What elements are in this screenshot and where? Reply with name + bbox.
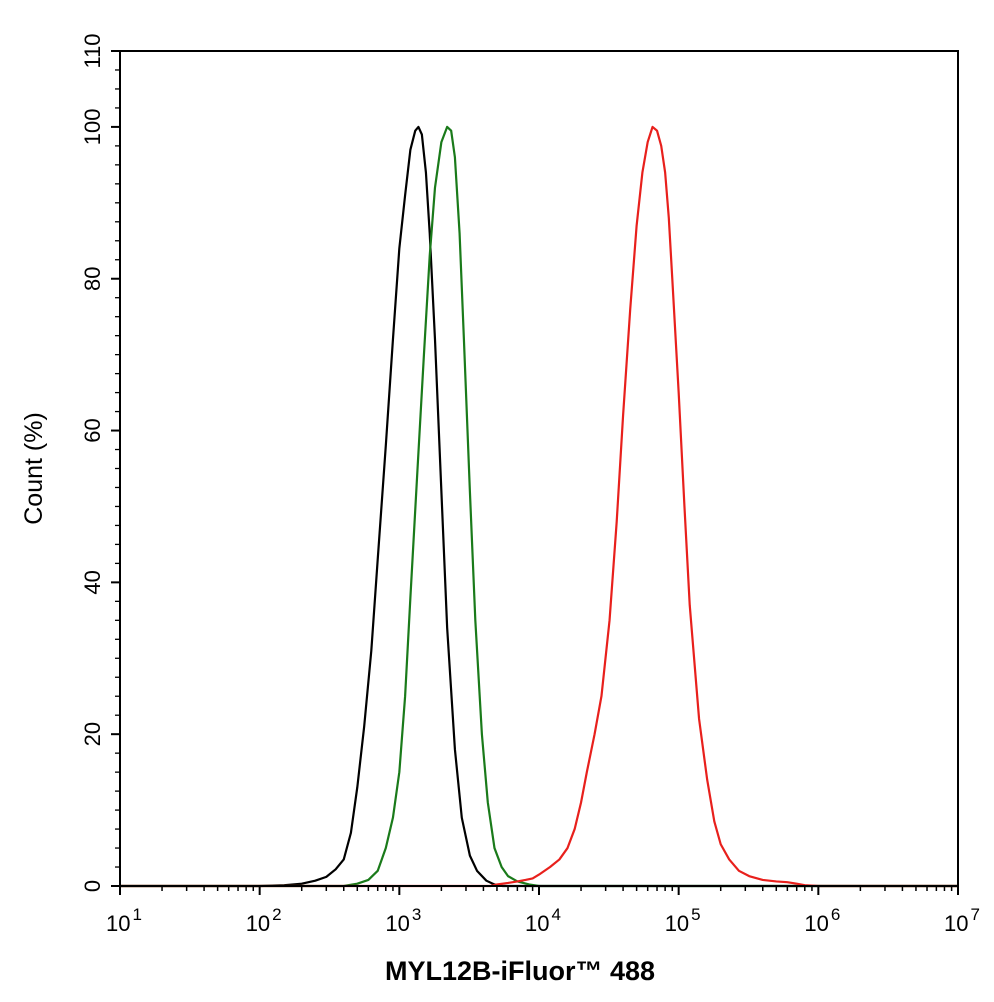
x-tick-label-base: 10 (385, 911, 409, 936)
y-tick-label: 20 (80, 722, 105, 746)
x-axis-title: MYL12B-iFluor™ 488 (385, 956, 655, 986)
x-tick-label-base: 10 (525, 911, 549, 936)
x-tick-label: 10 1 (106, 905, 142, 936)
x-tick-label: 10 3 (385, 905, 421, 936)
x-tick-label-exponent: 2 (272, 905, 281, 924)
y-tick-label: 100 (80, 109, 105, 146)
x-tick-label-base: 10 (944, 911, 968, 936)
x-tick-label-exponent: 1 (133, 905, 142, 924)
x-tick-label: 10 6 (804, 905, 840, 936)
x-tick-label-base: 10 (106, 911, 130, 936)
y-axis-title: Count (%) (20, 412, 48, 525)
x-tick-label: 10 7 (944, 905, 980, 936)
x-tick-label: 10 5 (665, 905, 701, 936)
x-tick-label-base: 10 (804, 911, 828, 936)
series-layer (120, 125, 958, 888)
x-tick-label-exponent: 5 (691, 905, 700, 924)
y-tick-label: 0 (80, 880, 105, 892)
x-tick-label: 10 4 (525, 905, 561, 936)
series-2-line (120, 125, 958, 888)
y-tick-label: 40 (80, 570, 105, 594)
series-3-line (120, 125, 958, 888)
y-axis-ticks: 0 20 40 60 80 100 110 (80, 33, 120, 892)
x-tick-label-exponent: 3 (412, 905, 421, 924)
x-tick-label-base: 10 (246, 911, 270, 936)
series-1-line (120, 125, 958, 888)
y-tick-label: 80 (80, 266, 105, 290)
x-tick-label-base: 10 (665, 911, 689, 936)
x-tick-label-exponent: 7 (971, 905, 980, 924)
x-axis-ticks: 10 1 10 2 10 3 10 4 10 5 10 6 10 7 (106, 886, 980, 936)
x-tick-label-exponent: 4 (552, 905, 561, 924)
y-tick-label: 60 (80, 418, 105, 442)
y-tick-label: 110 (80, 33, 105, 68)
x-tick-label: 10 2 (246, 905, 282, 936)
x-tick-label-exponent: 6 (831, 905, 840, 924)
